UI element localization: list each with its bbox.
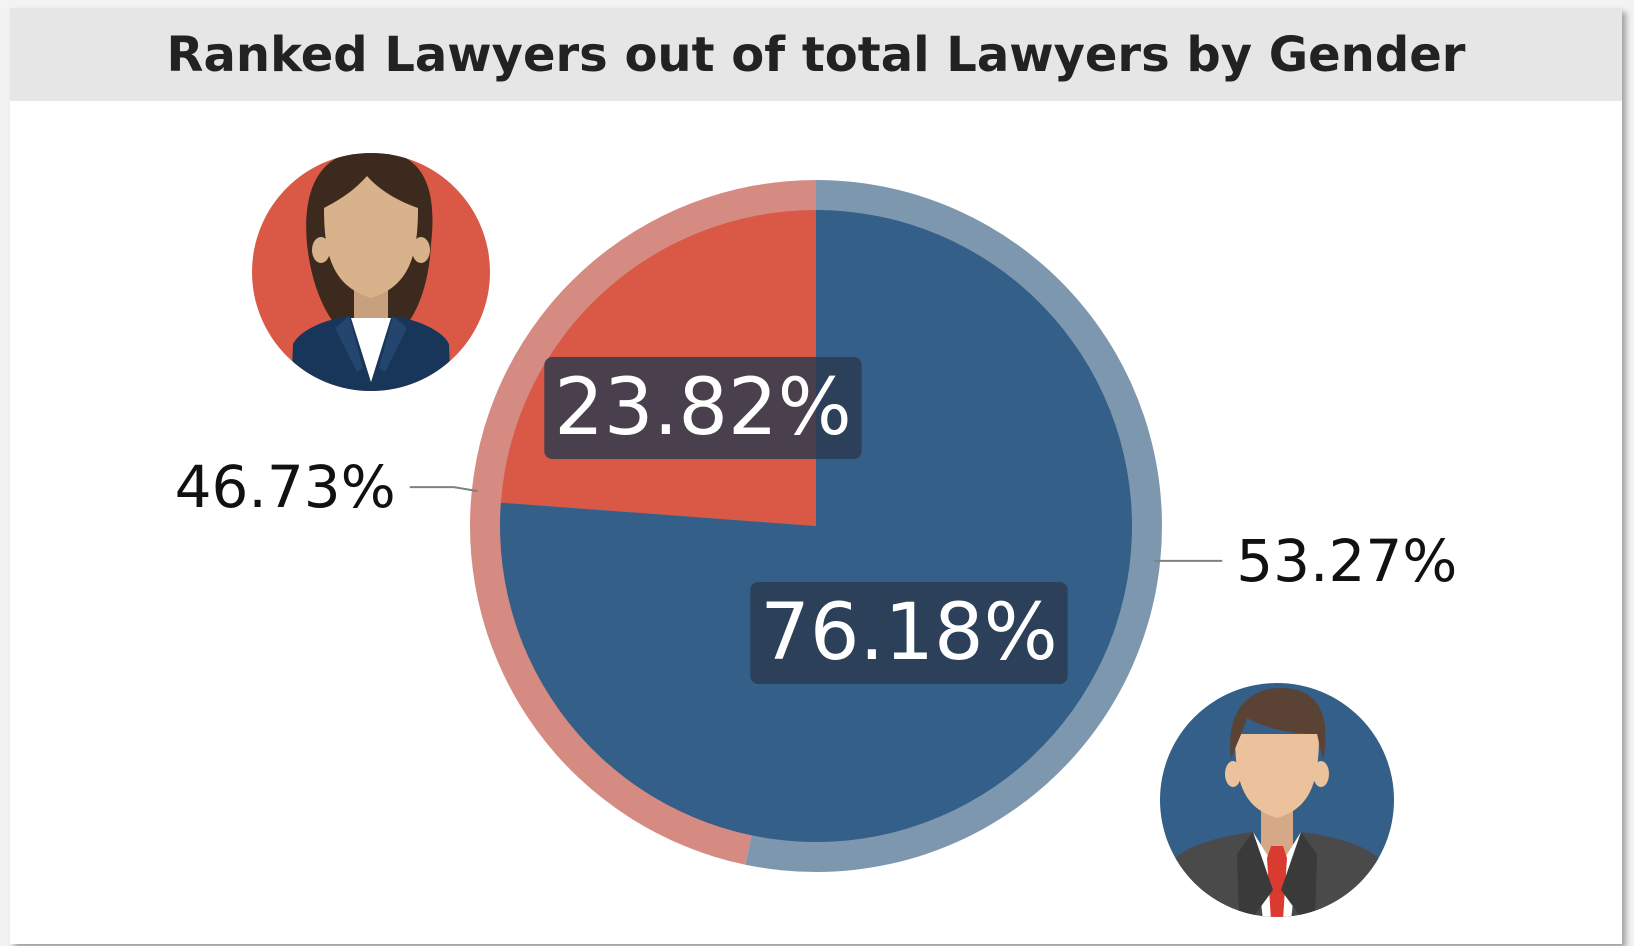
label-background [544,357,862,459]
inner-data-label: 76.18% [760,588,1057,678]
chart-card: Ranked Lawyers out of total Lawyers by G… [10,8,1622,944]
title-bar: Ranked Lawyers out of total Lawyers by G… [10,8,1622,101]
woman-avatar-icon [252,153,490,391]
outer-data-label: 53.27% [1236,527,1457,595]
outer-data-label: 46.73% [175,453,396,521]
data-labels: 46.73% 53.27% 23.82% 76.18% [175,357,1457,684]
label-background [750,582,1068,684]
man-avatar-icon [1160,683,1394,917]
inner-data-label-group: 76.18% [750,582,1068,684]
chart-title: Ranked Lawyers out of total Lawyers by G… [166,26,1466,83]
leader-line [409,486,478,493]
leader-lines [409,486,1223,562]
pie-chart: 46.73% 53.27% 23.82% 76.18% [175,153,1457,917]
inner-pie [500,210,1133,842]
inner-data-label-group: 23.82% [544,357,862,459]
inner-data-label: 23.82% [554,363,851,453]
